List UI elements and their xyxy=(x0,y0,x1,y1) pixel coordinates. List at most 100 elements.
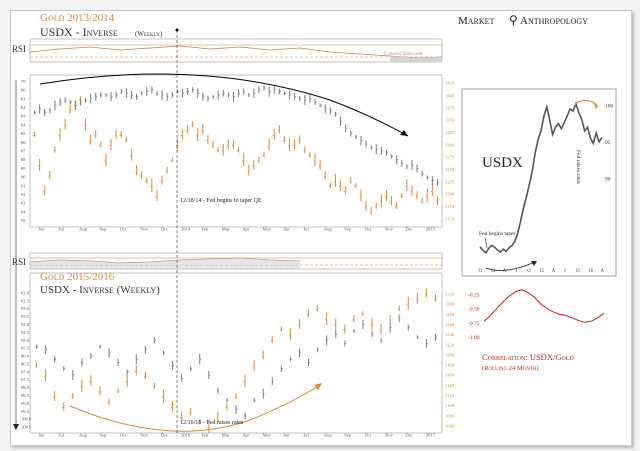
top-rsi-line xyxy=(29,45,443,59)
bottom-subtitle: USDX - Inverse (Weekly) xyxy=(40,284,160,296)
top-right-tick-label: 1350 xyxy=(445,118,455,123)
top-left-tick-label: 88 xyxy=(21,157,26,162)
usdx-inset-box xyxy=(461,88,617,277)
brand-icon: ⚲ xyxy=(509,13,518,27)
bottom-trend-arrow xyxy=(69,384,321,432)
top-x-tick-label: 2015 xyxy=(426,227,436,232)
bottom-right-tick-label: 1200 xyxy=(445,352,455,357)
usdx-inset-x-tick-label: 14 xyxy=(491,269,496,274)
top-left-tick-label: 80 xyxy=(21,88,26,93)
bottom-x-tick-label: Sep xyxy=(344,433,352,438)
event-marker xyxy=(175,28,179,32)
top-left-tick-label: 86 xyxy=(21,140,26,145)
usdx-inset-y-tick-label: 90 xyxy=(605,176,611,182)
usdx-inset-y-tick-label: 95 xyxy=(605,140,611,146)
usdx-inset-x-tick-label: J xyxy=(515,269,517,274)
bottom-left-y-axis: 92.0 92.5 93.0 93.5 94.0 94.5 95.0 95.5 96.0 96.5… xyxy=(21,290,32,429)
bottom-right-tick-label: 1300 xyxy=(445,302,455,307)
usdx-inset-x-tick-label: J xyxy=(564,269,566,274)
usdx-inset-x-tick-label: A xyxy=(503,269,507,274)
bottom-x-tick-label: Apr xyxy=(242,433,250,438)
brand-left: Market xyxy=(458,15,495,27)
bottom-gold-series xyxy=(35,288,436,433)
bottom-left-tick-label: 97.0 xyxy=(21,369,30,374)
top-x-tick-label: Sep xyxy=(99,227,107,232)
top-x-tick-label: Aug xyxy=(79,227,88,232)
bottom-left-tick-label: 92.0 xyxy=(21,290,30,295)
top-x-axis: Jun Jul Aug Sep Oct Nov Dec 2014 Feb Mar Apr May Jun… xyxy=(38,227,435,232)
bottom-x-tick-label: Aug xyxy=(79,433,88,438)
bottom-x-tick-label: Nov xyxy=(385,433,394,438)
usdx-inset-x-tick-label: O xyxy=(527,269,531,274)
bottom-left-tick-label: 94.5 xyxy=(21,330,30,335)
top-x-tick-label: Apr xyxy=(242,227,250,232)
bottom-rsi-label: RSI xyxy=(12,257,26,267)
bottom-x-tick-label: Oct xyxy=(120,433,127,438)
top-x-tick-label: Dec xyxy=(161,227,168,232)
top-price-box xyxy=(29,74,443,228)
top-x-tick-label: Oct xyxy=(120,227,127,232)
usdx-inset-y-tick-label: 100 xyxy=(605,103,614,109)
bottom-left-tick-label: 97.5 xyxy=(21,377,30,382)
usdx-inset-taper-arrow xyxy=(484,237,488,249)
bottom-x-tick-label: Oct xyxy=(365,433,372,438)
bottom-left-tick-label: 96.5 xyxy=(21,361,30,366)
top-right-tick-label: 1425 xyxy=(445,81,455,86)
top-left-tick-label: 93 xyxy=(21,201,26,206)
top-left-tick-label: 81 xyxy=(21,96,26,101)
top-trend-arrow xyxy=(39,73,409,137)
bottom-right-tick-label: 1180 xyxy=(445,363,455,368)
top-left-tick-label: 85 xyxy=(21,131,26,136)
top-x-tick-label: Nov xyxy=(140,227,149,232)
usdx-inset-x-axis: O 14 A J O 15 A J O 16 A xyxy=(479,269,605,274)
top-annotation: 12/18/14 - Fed begins to taper QE xyxy=(180,198,262,204)
correlation-title: Correlation: USDX/Gold xyxy=(482,352,574,362)
bottom-x-tick-label: Jun xyxy=(38,433,45,438)
correlation-line xyxy=(483,289,605,323)
usdx-inset-base-arrow xyxy=(485,261,536,271)
top-x-tick-label: Nov xyxy=(385,227,394,232)
top-right-tick-label: 1300 xyxy=(445,142,455,147)
usdx-inset-x-tick-label: 16 xyxy=(588,269,593,274)
top-right-tick-label: 1325 xyxy=(445,130,455,135)
bottom-left-tick-label: 100.5 xyxy=(21,425,32,430)
top-right-tick-label: 1400 xyxy=(445,93,455,98)
usdx-inset-x-tick-label: A xyxy=(552,269,556,274)
bottom-left-tick-label: 98.5 xyxy=(21,393,30,398)
bottom-annotation: 12/16/15 - Fed raises rates xyxy=(180,420,244,426)
top-rsi-label: RSI xyxy=(12,44,26,54)
top-left-y-axis: 79 80 81 82 83 84 85 86 87 88 89 90 91 92 93 94 95 xyxy=(21,79,26,223)
top-right-y-axis: 1425 1400 1375 1350 1325 1300 1275 1250 1225 1200… xyxy=(445,81,455,222)
bottom-x-tick-label: Sep xyxy=(99,433,107,438)
usdx-inset-annotation-rates: Fed raises rates xyxy=(575,150,581,184)
top-x-tick-label: Oct xyxy=(365,227,372,232)
top-title: Gold 2013/2014 xyxy=(40,12,115,24)
correlation-y-tick-label: -1.00 xyxy=(468,335,480,341)
top-x-tick-label: Dec xyxy=(405,227,412,232)
usdx-inset-title: USDX xyxy=(482,155,523,171)
bottom-left-tick-label: 100.0 xyxy=(21,417,32,422)
bottom-left-tick-label: 99.5 xyxy=(21,409,30,414)
usdx-inset-annotation-taper: Fed begins taper xyxy=(479,231,516,237)
top-subtitle-small: (Weekly) xyxy=(135,30,163,38)
bottom-right-tick-label: 1100 xyxy=(445,403,455,408)
bottom-left-tick-label: 94.0 xyxy=(21,322,30,327)
bottom-x-tick-label: Jul xyxy=(303,433,309,438)
bottom-x-tick-label: Nov xyxy=(140,433,149,438)
bottom-x-axis: Jun Jul Aug Sep Oct Nov Dec 2016 Feb Mar Apr May Jun… xyxy=(38,433,435,438)
usdx-inset-x-tick-label: A xyxy=(601,269,605,274)
bottom-x-tick-label: Jul xyxy=(59,433,65,438)
bottom-x-tick-label: Jun xyxy=(283,433,290,438)
top-left-tick-label: 79 xyxy=(21,79,26,84)
usdx-inset-x-tick-label: O xyxy=(479,269,483,274)
bottom-title: Gold 2015/2016 xyxy=(40,271,115,283)
bottom-x-tick-label: 2017 xyxy=(426,433,436,438)
usdx-inset-line xyxy=(479,101,603,255)
bottom-right-tick-label: 1260 xyxy=(445,322,455,327)
watermark: © StockCharts.com xyxy=(383,51,422,57)
bottom-x-tick-label: 2016 xyxy=(181,433,191,438)
top-usdx-series xyxy=(34,85,439,186)
top-right-tick-label: 1200 xyxy=(445,192,455,197)
bottom-right-y-axis: 1320 1300 1280 1260 1240 1220 1200 1180 1160 1140… xyxy=(445,292,455,429)
